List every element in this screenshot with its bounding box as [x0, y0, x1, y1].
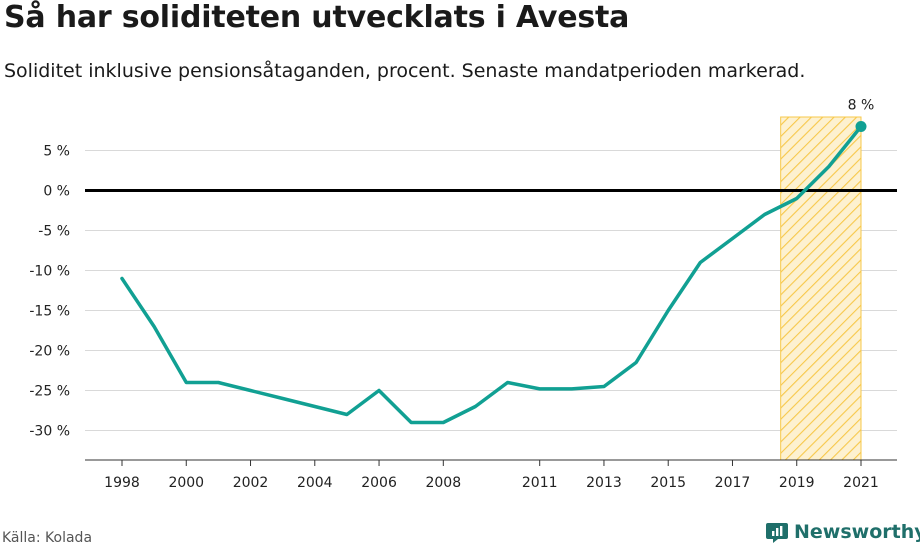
end-value-label: 8 %	[848, 98, 875, 114]
y-tick-label: -5 %	[38, 224, 70, 240]
end-point-marker	[855, 121, 867, 132]
x-tick-label: 2013	[586, 475, 622, 491]
y-tick-label: -20 %	[29, 344, 70, 360]
newsworthy-logo-icon	[766, 523, 788, 543]
y-tick-label: -30 %	[29, 424, 70, 440]
y-tick-label: 0 %	[43, 184, 70, 200]
x-tick-label: 2008	[425, 475, 461, 491]
brand-logo: Newsworthy	[766, 520, 920, 544]
series-line	[120, 124, 863, 425]
y-tick-label: -25 %	[29, 384, 70, 400]
source-note: Källa: Kolada	[2, 530, 93, 546]
mandate-period-highlight	[780, 116, 862, 461]
x-tick-label: 2021	[843, 475, 879, 491]
chart-subtitle: Soliditet inklusive pensionsåtaganden, p…	[4, 60, 806, 82]
x-tick-label: 1998	[104, 475, 140, 491]
y-tick-label: 5 %	[43, 144, 70, 160]
x-tick-label: 2006	[361, 475, 397, 491]
y-tick-label: -10 %	[29, 264, 70, 280]
x-tick-label: 2017	[715, 475, 751, 491]
brand-name: Newsworthy	[794, 521, 920, 543]
x-tick-label: 2015	[650, 475, 686, 491]
x-tick-label: 2019	[779, 475, 815, 491]
chart-title: Så har soliditeten utvecklats i Avesta	[4, 0, 630, 35]
x-tick-label: 2000	[168, 475, 204, 491]
x-tick-label: 2002	[233, 475, 269, 491]
x-tick-label: 2004	[297, 475, 333, 491]
x-tick-label: 2011	[522, 475, 558, 491]
y-tick-label: -15 %	[29, 304, 70, 320]
